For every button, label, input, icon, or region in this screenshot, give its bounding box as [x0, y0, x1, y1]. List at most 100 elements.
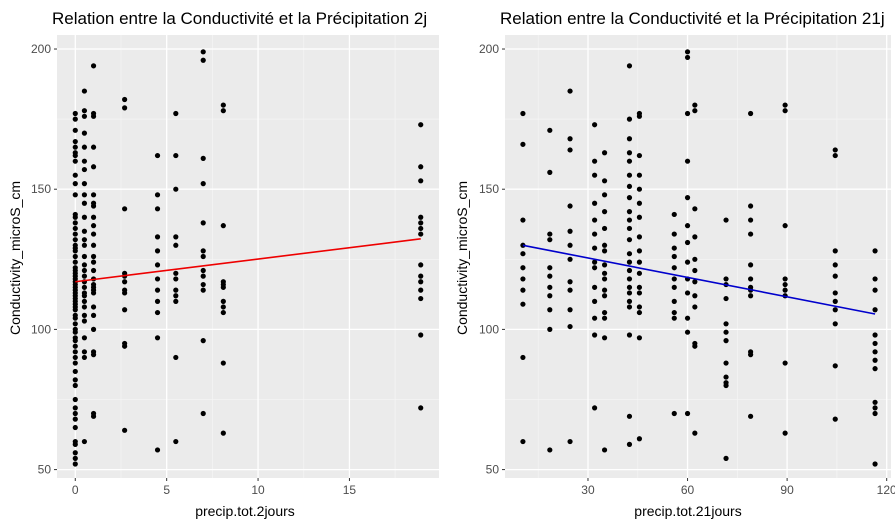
data-point: [601, 335, 608, 341]
data-point: [72, 396, 78, 403]
data-point: [671, 245, 677, 251]
data-point: [671, 284, 677, 290]
data-point: [832, 262, 838, 268]
data-point: [684, 259, 691, 265]
data-point: [90, 223, 97, 229]
data-point: [200, 248, 206, 254]
data-point: [872, 410, 878, 417]
y-tick-label: 150: [479, 182, 499, 196]
data-point: [832, 321, 838, 327]
data-point: [173, 287, 179, 293]
data-point: [90, 200, 97, 206]
data-point: [692, 293, 698, 299]
data-point: [200, 273, 206, 279]
data-point: [72, 349, 78, 355]
data-point: [626, 276, 633, 282]
data-point: [567, 307, 573, 313]
data-point: [72, 335, 78, 341]
data-point: [173, 270, 179, 276]
data-point: [81, 290, 88, 296]
data-point: [200, 253, 206, 260]
scatter-points: [520, 49, 878, 467]
x-tick-label: 15: [343, 483, 357, 497]
data-point: [418, 122, 424, 128]
data-point: [567, 279, 573, 285]
data-point: [418, 220, 424, 226]
data-point: [567, 287, 573, 293]
data-point: [418, 231, 424, 237]
data-point: [782, 430, 788, 436]
data-point: [723, 329, 729, 335]
x-axis-ticks: 30 60 90 120: [581, 478, 895, 497]
data-point: [782, 108, 788, 114]
data-point: [567, 323, 573, 330]
data-point: [626, 225, 633, 232]
data-point: [220, 430, 226, 436]
data-point: [90, 63, 97, 69]
data-point: [626, 267, 633, 274]
data-point: [626, 290, 633, 296]
data-point: [723, 380, 729, 386]
data-point: [122, 206, 128, 212]
x-tick-label: 5: [163, 483, 170, 497]
data-point: [72, 150, 78, 156]
data-point: [418, 279, 424, 285]
data-point: [154, 192, 161, 198]
data-point: [154, 287, 161, 293]
data-point: [547, 127, 553, 133]
data-point: [90, 164, 97, 170]
x-tick-label: 10: [251, 483, 265, 497]
data-point: [567, 136, 573, 142]
data-point: [832, 147, 838, 153]
data-point: [567, 147, 573, 153]
data-point: [72, 416, 78, 422]
data-point: [832, 416, 838, 422]
data-point: [692, 340, 698, 347]
data-point: [592, 245, 598, 251]
data-point: [692, 304, 698, 310]
data-point: [782, 102, 788, 108]
data-point: [418, 295, 424, 302]
data-point: [592, 259, 598, 265]
data-point: [567, 88, 573, 94]
data-point: [567, 438, 573, 445]
data-point: [748, 293, 754, 299]
data-point: [72, 312, 78, 318]
data-point: [154, 206, 161, 212]
data-point: [520, 265, 526, 271]
data-point: [671, 211, 677, 218]
data-point: [72, 158, 78, 164]
plot-background: [505, 35, 891, 478]
data-point: [601, 178, 608, 184]
data-point: [220, 102, 226, 108]
data-point: [723, 360, 729, 366]
data-point: [782, 276, 788, 282]
data-point: [81, 88, 88, 94]
data-point: [547, 284, 553, 290]
data-point: [592, 122, 598, 128]
data-point: [220, 298, 226, 304]
data-point: [636, 214, 643, 220]
data-point: [72, 172, 78, 178]
data-point: [81, 273, 88, 279]
data-point: [684, 158, 691, 164]
data-point: [872, 366, 878, 372]
data-point: [418, 164, 424, 170]
data-point: [122, 96, 128, 103]
data-point: [72, 237, 78, 243]
data-point: [626, 150, 633, 156]
data-point: [636, 172, 643, 178]
data-point: [173, 438, 179, 445]
data-point: [872, 287, 878, 293]
data-point: [81, 228, 88, 234]
data-point: [154, 262, 161, 268]
x-axis-title: precip.tot.21jours: [634, 503, 741, 519]
data-point: [547, 307, 553, 313]
data-point: [72, 242, 78, 248]
data-point: [520, 141, 526, 147]
data-point: [520, 276, 526, 282]
data-point: [567, 228, 573, 234]
data-point: [72, 354, 78, 361]
data-point: [122, 307, 128, 313]
data-point: [200, 155, 206, 161]
